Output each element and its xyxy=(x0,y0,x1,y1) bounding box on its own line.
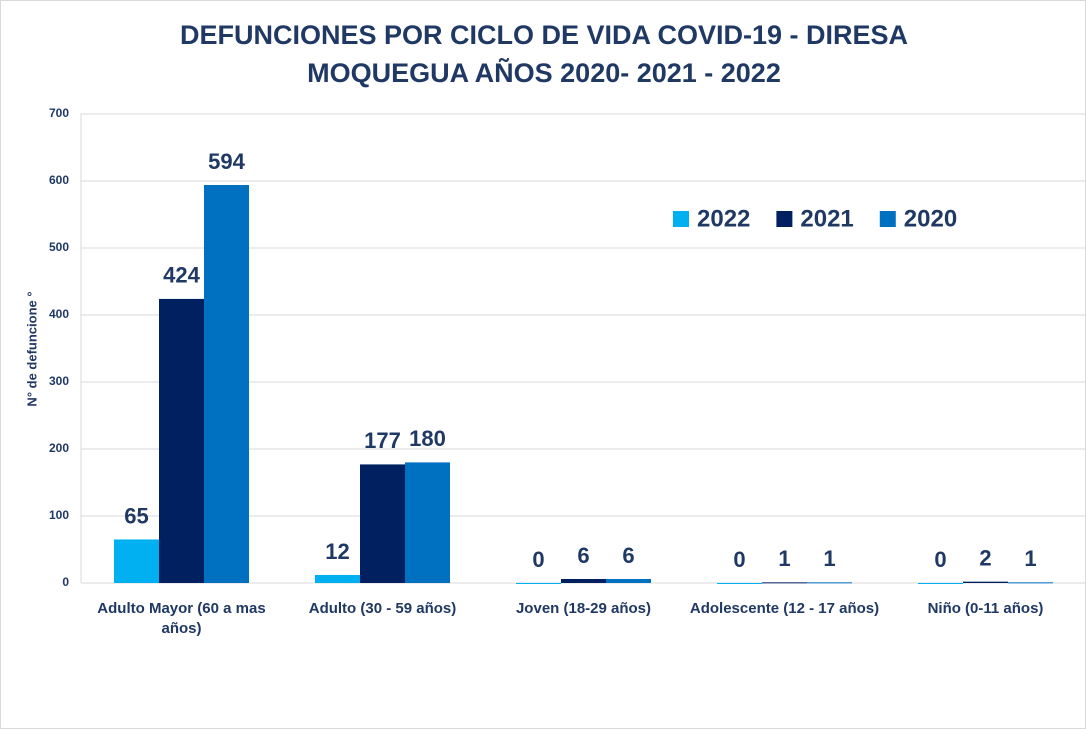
bar xyxy=(1008,582,1053,584)
y-axis-label: N° de defuncione ° xyxy=(24,291,39,406)
value-label: 12 xyxy=(325,539,349,564)
bar xyxy=(963,581,1008,583)
bar xyxy=(717,583,762,584)
legend-swatch xyxy=(776,211,793,227)
legend-swatch xyxy=(879,211,896,227)
bar xyxy=(561,578,606,583)
value-label: 1 xyxy=(1024,546,1036,571)
x-tick-label: Adulto Mayor (60 a mas años) xyxy=(97,600,266,637)
bar xyxy=(516,583,561,584)
value-label: 0 xyxy=(934,547,946,572)
x-tick-label: Joven (18-29 años) xyxy=(515,600,652,617)
legend-swatch xyxy=(673,211,689,227)
x-tick-label: Adulto (30 - 59 años) xyxy=(308,600,457,617)
value-label: 1 xyxy=(778,546,790,571)
y-tick-label: 500 xyxy=(49,240,69,254)
value-label: 594 xyxy=(208,149,245,174)
value-label: 0 xyxy=(532,547,544,572)
legend-label: 2020 xyxy=(904,205,957,232)
bar xyxy=(114,539,159,583)
y-tick-label: 300 xyxy=(49,374,69,388)
bar xyxy=(405,462,450,583)
value-label: 65 xyxy=(124,503,148,528)
bar xyxy=(204,185,249,583)
value-label: 0 xyxy=(733,547,745,572)
chart-title: DEFUNCIONES POR CICLO DE VIDA COVID-19 -… xyxy=(180,20,908,50)
y-tick-label: 0 xyxy=(62,575,69,589)
value-label: 1 xyxy=(823,546,835,571)
y-tick-label: 200 xyxy=(49,441,69,455)
bar xyxy=(918,583,963,584)
legend-label: 2021 xyxy=(800,205,853,232)
x-tick-label: Adolescente (12 - 17 años) xyxy=(689,600,880,617)
bar xyxy=(807,582,852,584)
legend-label: 2022 xyxy=(697,205,750,232)
value-label: 6 xyxy=(622,543,634,568)
bar xyxy=(360,464,405,583)
value-label: 6 xyxy=(577,543,589,568)
value-label: 424 xyxy=(163,263,200,288)
value-label: 180 xyxy=(409,426,446,451)
chart-title: MOQUEGUA AÑOS 2020- 2021 - 2022 xyxy=(307,57,781,88)
bar xyxy=(315,574,360,583)
bar xyxy=(606,578,651,583)
y-tick-label: 400 xyxy=(49,307,69,321)
x-tick-label: Niño (0-11 años) xyxy=(927,600,1044,617)
y-tick-label: 700 xyxy=(49,106,69,120)
bar xyxy=(762,582,807,584)
value-label: 2 xyxy=(979,545,991,570)
bar xyxy=(159,298,204,583)
y-tick-label: 100 xyxy=(49,508,69,522)
y-tick-label: 600 xyxy=(49,173,69,187)
value-label: 177 xyxy=(364,428,401,453)
